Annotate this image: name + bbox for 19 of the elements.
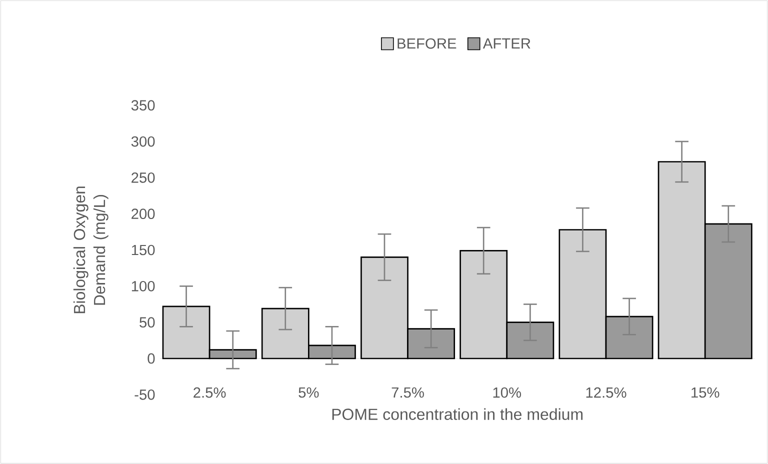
y-tick-label: -50 xyxy=(134,389,155,400)
y-tick-label: 150 xyxy=(132,244,155,256)
y-tick-label: 0 xyxy=(148,353,155,364)
y-tick-label: 50 xyxy=(140,317,155,328)
x-axis-title: POME concentration in the medium xyxy=(332,408,583,420)
y-tick-label: 200 xyxy=(132,208,155,220)
y-tick-label: 350 xyxy=(131,100,155,111)
x-tick-label: 7.5% xyxy=(392,387,424,398)
y-tick-label: 250 xyxy=(132,172,155,183)
x-tick-label: 15% xyxy=(692,387,720,398)
x-tick-label: 12.5% xyxy=(586,387,626,398)
x-tick-label: 10% xyxy=(493,387,522,398)
x-tick-label: 2.5% xyxy=(194,387,226,398)
y-tick-label: 300 xyxy=(131,136,155,147)
x-tick-label: 5% xyxy=(298,387,319,398)
legend-label: AFTER xyxy=(482,38,530,48)
y-axis-title: Biological Oxygen Demand (mg/L) xyxy=(73,186,108,314)
y-tick-label: 100 xyxy=(132,280,155,292)
legend-label: BEFORE xyxy=(398,38,456,49)
